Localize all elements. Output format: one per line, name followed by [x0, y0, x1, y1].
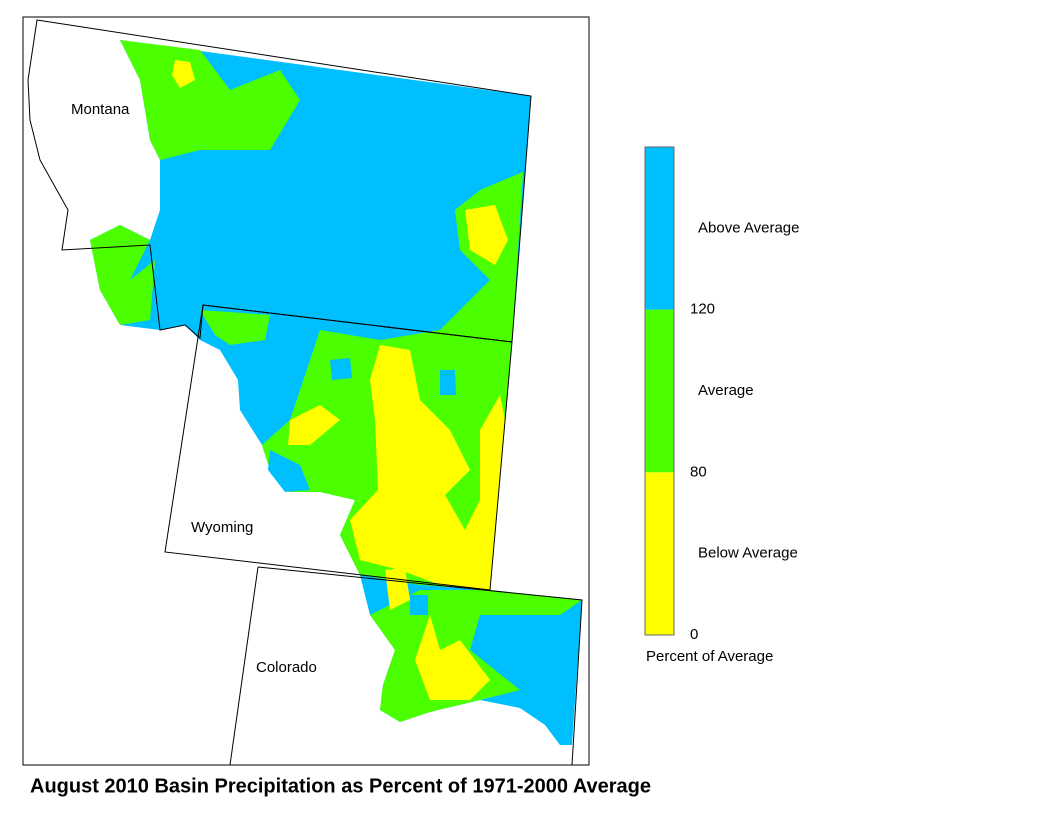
region-below	[172, 60, 195, 88]
legend-label: Below Average	[698, 545, 798, 562]
map-title: August 2010 Basin Precipitation as Perce…	[30, 775, 651, 797]
map: Montana Wyoming Colorado	[27, 19, 583, 766]
legend-tick-label: 80	[690, 463, 707, 480]
region-average	[120, 40, 300, 160]
legend-swatch	[645, 147, 674, 310]
legend-swatch	[645, 309, 674, 473]
legend-tick-label: 120	[690, 301, 715, 318]
legend-tick-label: 0	[690, 626, 698, 643]
region-average	[90, 225, 155, 325]
region-above	[440, 370, 456, 395]
region-above	[330, 358, 352, 380]
legend-swatch	[645, 472, 674, 635]
region-above	[410, 595, 428, 615]
region-above	[268, 450, 310, 492]
legend-label: Average	[698, 382, 754, 399]
region-below	[415, 615, 490, 700]
region-average	[200, 310, 270, 345]
state-boundary	[229, 566, 583, 766]
legend-border	[644, 146, 675, 636]
legend-label: Above Average	[698, 219, 799, 236]
region-below	[465, 205, 508, 265]
legend: Percent of Average Above Average Average B…	[644, 146, 799, 665]
legend-caption: Percent of Average	[646, 648, 773, 665]
region-below	[288, 405, 340, 445]
state-label: Montana	[71, 101, 130, 118]
region-average	[370, 590, 582, 722]
state-label: Wyoming	[191, 519, 253, 536]
state-boundary	[164, 304, 513, 591]
region-below	[350, 345, 505, 590]
state-label: Colorado	[256, 659, 317, 676]
